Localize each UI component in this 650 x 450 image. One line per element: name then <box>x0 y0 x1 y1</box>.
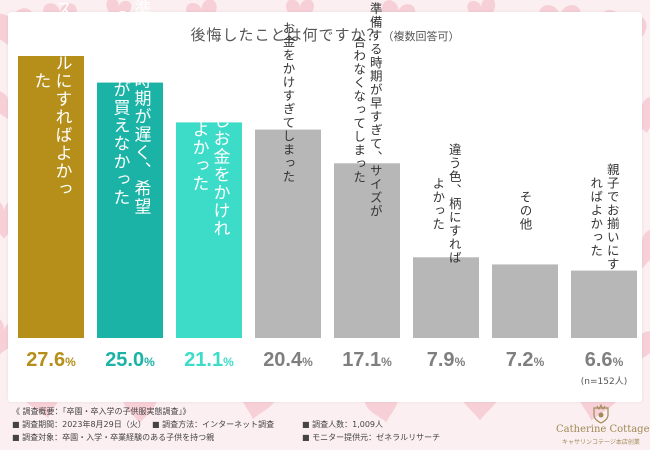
chart-title-text: 後悔したことは何ですか？ <box>190 26 383 44</box>
logo-sub: キャサリンコテージ本店创業 <box>562 439 640 446</box>
value-label: 7.2% <box>506 349 545 371</box>
bar <box>255 129 321 338</box>
value-label: 21.1% <box>184 349 234 371</box>
survey-title: 《 調査概要：「卒園・卒入学の子供服実態調査」》 <box>12 407 191 416</box>
catherine-cottage-logo: Catherine Cottage キャサリンコテージ本店创業 <box>556 404 650 448</box>
bar <box>571 270 637 338</box>
category-label: 準備する時期が遅く、希望 <box>131 0 152 216</box>
category-label: よかった <box>430 177 445 231</box>
value-label: 25.0% <box>105 349 155 371</box>
survey-period: ■ 調査期間：2023年8月29日（火） <box>12 420 146 429</box>
value-label: 6.6% <box>585 349 624 371</box>
value-label: 17.1% <box>342 349 392 371</box>
survey-count: ■ 調査人数：1,009人 <box>302 420 384 429</box>
bar <box>413 257 479 338</box>
category-label: 違うスタイルにすればよかっ <box>52 0 73 198</box>
bar <box>334 163 400 338</box>
value-label: 7.9% <box>427 349 466 371</box>
chart-title-note: （複数回答可） <box>382 30 460 43</box>
category-label: ればよかった <box>588 177 603 258</box>
category-label: 準備する時期が早すぎて、サイズが <box>368 1 383 218</box>
survey-provider: ■ モニター提供元：ゼネラルリサーチ <box>302 433 441 442</box>
bar <box>492 264 558 338</box>
bar <box>18 56 84 338</box>
category-label: 違う色、柄にすれば <box>447 143 462 265</box>
value-label: 27.6% <box>26 349 76 371</box>
sample-size-label: (n=152人) <box>581 376 627 387</box>
logo-name: Catherine Cottage <box>556 424 650 435</box>
survey-method: ■ 調査方法：インターネット調査 <box>152 420 275 429</box>
category-label: 合わなくなってしまった <box>351 35 366 185</box>
category-label: 親子でお揃いにす <box>605 163 620 271</box>
survey-overview: 《 調査概要：「卒園・卒入学の子供服実態調査」》 ■ 調査期間：2023年8月2… <box>12 406 532 448</box>
bar <box>176 122 242 338</box>
category-label: の子供服が買えなかった <box>110 9 131 207</box>
crest-icon <box>593 404 609 424</box>
category-label: その他 <box>518 191 533 232</box>
category-label: ばよかった <box>189 102 209 192</box>
category-label: もう少しお金をかけれ <box>210 57 231 237</box>
survey-target: ■ 調査対象：卒園・入学・卒業経験のある子供を持つ親 <box>12 433 215 442</box>
bar <box>97 82 163 338</box>
value-label: 20.4% <box>263 349 313 371</box>
chart-title: 後悔したことは何ですか？（複数回答可） <box>0 24 650 45</box>
category-label: お金をかけすぎてしまった <box>281 22 296 184</box>
category-label: た <box>31 72 51 90</box>
